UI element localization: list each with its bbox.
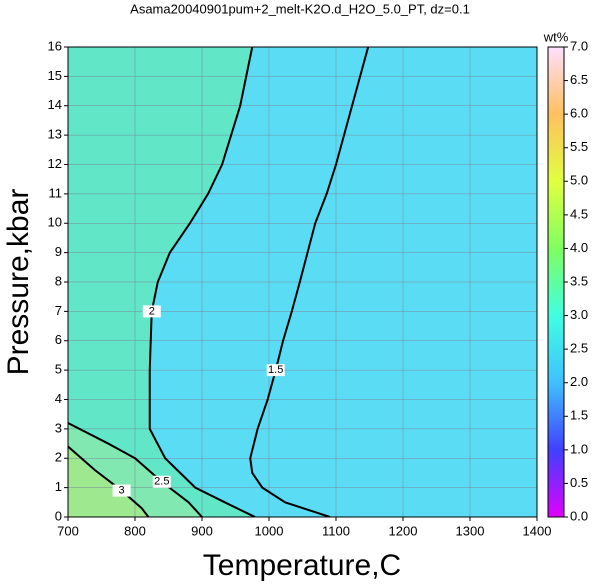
plot-frame <box>67 46 538 518</box>
y-tick-label: 9 <box>55 244 62 259</box>
y-tick-label: 12 <box>48 156 62 171</box>
y-tick-label: 10 <box>48 215 62 230</box>
y-tick-label: 2 <box>55 450 62 465</box>
y-tick-label: 8 <box>55 273 62 288</box>
y-tick-label: 4 <box>55 391 62 406</box>
colorbar-tick-label: 1.0 <box>570 441 588 456</box>
y-tick-label: 11 <box>49 185 63 200</box>
contour-label: 2.5 <box>154 476 169 488</box>
x-tick-label: 700 <box>57 523 79 538</box>
contour-line <box>148 47 256 517</box>
chart-title: Asama20040901pum+2_melt-K2O.d_H2O_5.0_PT… <box>130 1 470 16</box>
y-tick-label: 16 <box>48 38 62 53</box>
y-tick-label: 13 <box>48 127 62 142</box>
x-tick-label: 1200 <box>389 523 418 538</box>
y-tick-label: 6 <box>55 332 62 347</box>
colorbar-tick-label: 2.5 <box>570 341 588 356</box>
y-tick-label: 7 <box>55 303 62 318</box>
colorbar-tick-label: 6.5 <box>570 72 588 87</box>
colorbar-tick-label: 3.0 <box>570 307 588 322</box>
x-tick-label: 900 <box>191 523 213 538</box>
x-tick-label: 1300 <box>456 523 485 538</box>
colorbar-label: wt% <box>543 29 569 44</box>
colorbar-tick-label: 2.0 <box>570 374 588 389</box>
x-tick-label: 1100 <box>322 523 350 538</box>
y-tick-label: 0 <box>55 508 62 523</box>
contour-label-bg <box>266 364 285 377</box>
y-tick-label: 5 <box>55 362 62 377</box>
colorbar-tick-label: 4.0 <box>570 240 588 255</box>
contour-label: 3 <box>119 484 125 496</box>
contour-label-bg <box>112 484 131 497</box>
colorbar-tick-label: 4.5 <box>570 206 588 221</box>
y-tick-label: 15 <box>48 68 62 83</box>
y-tick-label: 14 <box>48 97 62 112</box>
y-axis-label: Pressure,kbar <box>2 189 35 376</box>
colorbar-tick-label: 0.5 <box>570 475 588 490</box>
contour-line <box>68 422 203 517</box>
colorbar-tick-label: 1.5 <box>570 408 588 423</box>
y-tick-label: 1 <box>55 479 62 494</box>
y-tick-label: 3 <box>55 420 62 435</box>
contour-label: 2 <box>149 305 155 317</box>
x-axis-label: Temperature,C <box>203 549 401 582</box>
contour-label-bg <box>152 475 171 488</box>
colorbar-tick-label: 7.0 <box>570 38 588 53</box>
colorbar-tick-label: 3.5 <box>570 273 588 288</box>
colorbar-tick-label: 5.5 <box>570 139 588 154</box>
contour-label: 1.5 <box>268 364 283 376</box>
colorbar-tick-label: 6.0 <box>570 106 588 121</box>
contour-label-bg <box>142 305 161 318</box>
colorbar-tick-label: 0.0 <box>570 508 588 523</box>
colorbar <box>547 46 565 518</box>
colorbar-tick-label: 5.0 <box>570 173 588 188</box>
x-tick-label: 800 <box>124 523 146 538</box>
x-tick-label: 1400 <box>523 523 552 538</box>
x-tick-label: 1000 <box>255 523 284 538</box>
